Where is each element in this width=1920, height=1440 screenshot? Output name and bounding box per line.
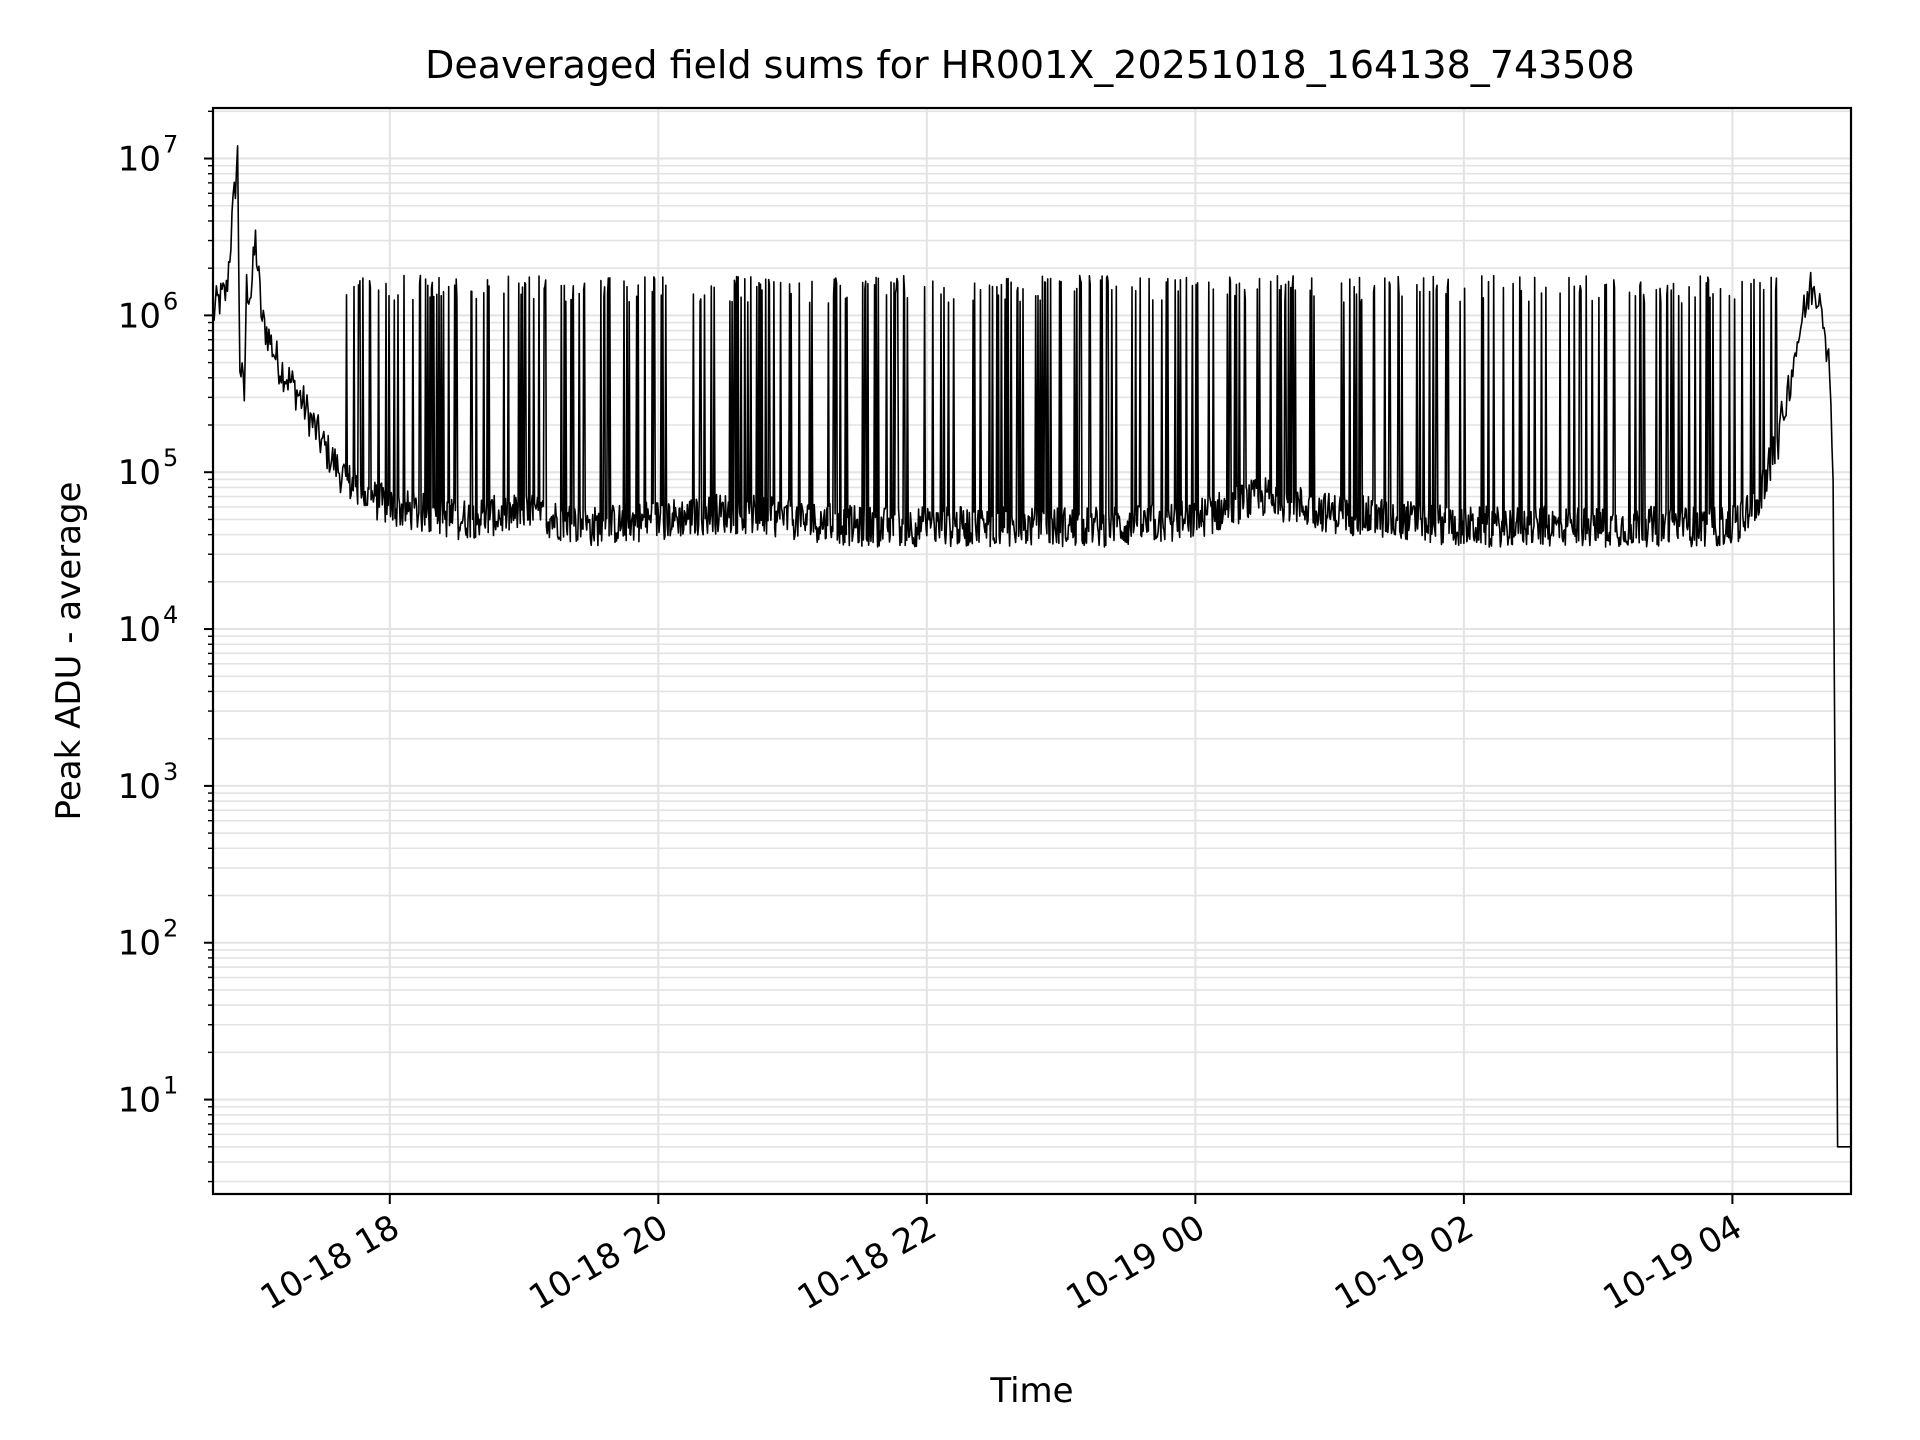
y-tick-exponent: 4 <box>163 601 178 629</box>
x-tick-label: 10-19 00 <box>1059 1207 1211 1318</box>
x-tick-label: 10-18 22 <box>791 1207 943 1318</box>
y-tick-label: 10 <box>118 767 161 807</box>
y-tick-exponent: 3 <box>163 758 178 786</box>
y-tick-exponent: 5 <box>163 444 178 472</box>
y-tick-exponent: 1 <box>163 1072 178 1100</box>
y-tick-label: 10 <box>118 1081 161 1121</box>
x-axis-label: Time <box>989 1371 1073 1411</box>
y-tick-label: 10 <box>118 140 161 180</box>
y-tick-label: 10 <box>118 924 161 964</box>
x-tick-label: 10-18 18 <box>254 1207 406 1318</box>
y-tick-label: 10 <box>118 453 161 493</box>
y-tick-label: 10 <box>118 610 161 650</box>
grid-lines <box>213 108 1851 1194</box>
series-line <box>212 145 1851 1148</box>
y-tick-exponent: 6 <box>163 287 178 315</box>
y-axis-label: Peak ADU - average <box>49 482 89 821</box>
y-tick-exponent: 2 <box>163 915 178 943</box>
y-tick-label: 10 <box>118 296 161 336</box>
y-tick-exponent: 7 <box>163 131 178 159</box>
x-tick-label: 10-19 04 <box>1597 1207 1749 1318</box>
x-tick-label: 10-18 20 <box>522 1207 674 1318</box>
chart-title: Deaveraged field sums for HR001X_2025101… <box>425 43 1635 87</box>
plot-frame <box>211 106 1853 1196</box>
x-tick-label: 10-19 02 <box>1328 1207 1480 1318</box>
